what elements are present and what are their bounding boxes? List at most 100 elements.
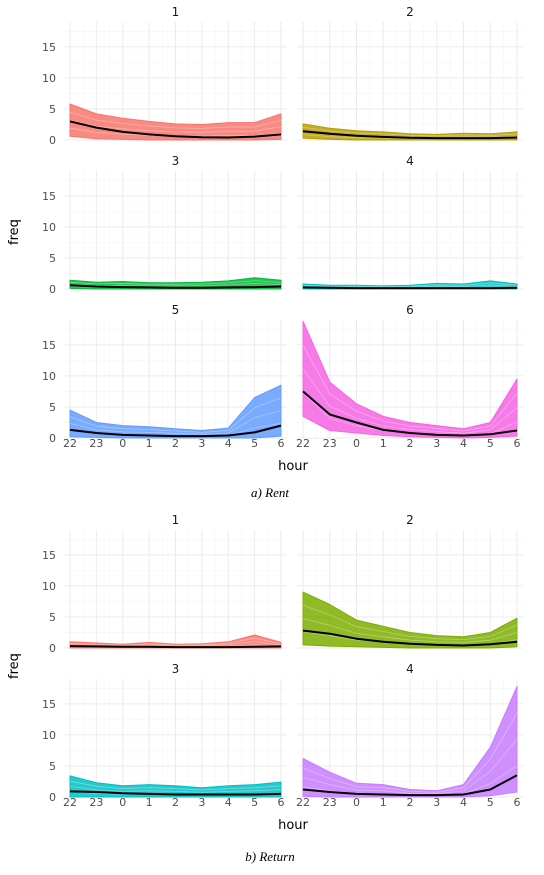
y-tick-label: 5	[49, 760, 56, 773]
x-tick-label: 6	[514, 796, 521, 809]
y-tick-label: 10	[42, 370, 56, 383]
mean-line	[302, 390, 518, 437]
y-tick-label: 0	[49, 432, 56, 445]
x-tick-label: 5	[251, 437, 258, 450]
x-tick-label: 4	[460, 437, 467, 450]
facet-strip-label: 6	[406, 303, 414, 317]
y-tick-label: 15	[42, 41, 56, 54]
x-tick-label: 5	[487, 437, 494, 450]
facet-strip-label: 3	[172, 154, 180, 168]
y-tick-label: 10	[42, 580, 56, 593]
x-tick-label: 3	[198, 437, 205, 450]
series-trace	[69, 397, 282, 433]
series-trace	[302, 282, 518, 288]
facet-strip-label: 3	[172, 662, 180, 676]
x-tick-label: 6	[278, 796, 285, 809]
mean-line	[69, 645, 282, 649]
x-tick-label: 0	[353, 437, 360, 450]
mean-line	[302, 629, 518, 647]
x-tick-label: 6	[278, 437, 285, 450]
y-tick-label: 10	[42, 221, 56, 234]
x-tick-label: 23	[323, 796, 337, 809]
y-tick-label: 15	[42, 549, 56, 562]
y-tick-label: 0	[49, 134, 56, 147]
series-band	[69, 775, 282, 798]
mean-line	[69, 284, 282, 289]
series-band	[69, 634, 282, 649]
facet-panel: 4	[297, 662, 523, 798]
y-tick-label: 0	[49, 642, 56, 655]
y-tick-label: 5	[49, 401, 56, 414]
y-axis-title: freq	[7, 653, 22, 679]
x-tick-label: 22	[296, 437, 310, 450]
series-trace	[69, 786, 282, 793]
x-tick-label: 0	[119, 796, 126, 809]
facet-strip-label: 2	[406, 513, 414, 527]
x-tick-label: 1	[380, 437, 387, 450]
y-tick-label: 0	[49, 283, 56, 296]
mean-line	[302, 774, 518, 797]
x-tick-label: 22	[63, 796, 77, 809]
y-axis-title: freq	[7, 219, 22, 245]
mean-line	[302, 130, 518, 140]
facet-panel: 3 0 5 10 15	[42, 154, 287, 296]
y-tick-label: 10	[42, 729, 56, 742]
x-tick-label: 2	[172, 437, 179, 450]
x-tick-label: 1	[146, 437, 153, 450]
series-trace	[69, 410, 282, 435]
x-tick-label: 2	[407, 437, 414, 450]
facet-panel: 5 0 5 10 15	[42, 303, 287, 445]
facet-strip-label: 2	[406, 5, 414, 19]
x-tick-label: 2	[172, 796, 179, 809]
x-tick-label: 3	[433, 796, 440, 809]
mean-line	[69, 120, 282, 139]
series-trace	[302, 368, 518, 434]
x-axis-title: hour	[278, 459, 308, 474]
x-axis-title: hour	[278, 818, 308, 833]
figure-caption: a) Rent	[251, 485, 289, 500]
y-tick-label: 15	[42, 698, 56, 711]
x-tick-label: 3	[198, 796, 205, 809]
x-tick-label: 5	[487, 796, 494, 809]
y-tick-label: 5	[49, 103, 56, 116]
x-tick-label: 22	[296, 796, 310, 809]
x-tick-label: 23	[89, 437, 103, 450]
facet-panel: 2	[297, 513, 523, 649]
facet-panel: 6	[297, 303, 523, 439]
y-tick-label: 0	[49, 791, 56, 804]
x-tick-label: 23	[323, 437, 337, 450]
x-tick-label: 5	[251, 796, 258, 809]
series-trace	[302, 738, 518, 795]
series-trace	[69, 280, 282, 285]
y-tick-label: 5	[49, 611, 56, 624]
x-tick-label: 1	[146, 796, 153, 809]
series-trace	[69, 282, 282, 287]
series-trace	[69, 780, 282, 791]
series-trace	[302, 127, 518, 137]
x-tick-label: 3	[433, 437, 440, 450]
series-trace	[302, 712, 518, 793]
mean-line	[302, 286, 518, 290]
series-trace	[302, 618, 518, 643]
facet-strip-label: 4	[406, 662, 414, 676]
y-tick-label: 15	[42, 339, 56, 352]
series-trace	[69, 119, 282, 133]
mean-line	[69, 790, 282, 796]
facet-strip-label: 4	[406, 154, 414, 168]
series-band	[302, 591, 518, 649]
series-trace	[69, 111, 282, 129]
y-tick-label: 15	[42, 190, 56, 203]
series-trace	[302, 604, 518, 641]
x-tick-label: 0	[119, 437, 126, 450]
facet-strip-label: 5	[172, 303, 180, 317]
x-tick-label: 4	[225, 796, 232, 809]
y-tick-label: 10	[42, 72, 56, 85]
facet-strip-label: 1	[172, 513, 180, 527]
x-tick-label: 0	[353, 796, 360, 809]
mean-line	[69, 424, 282, 438]
